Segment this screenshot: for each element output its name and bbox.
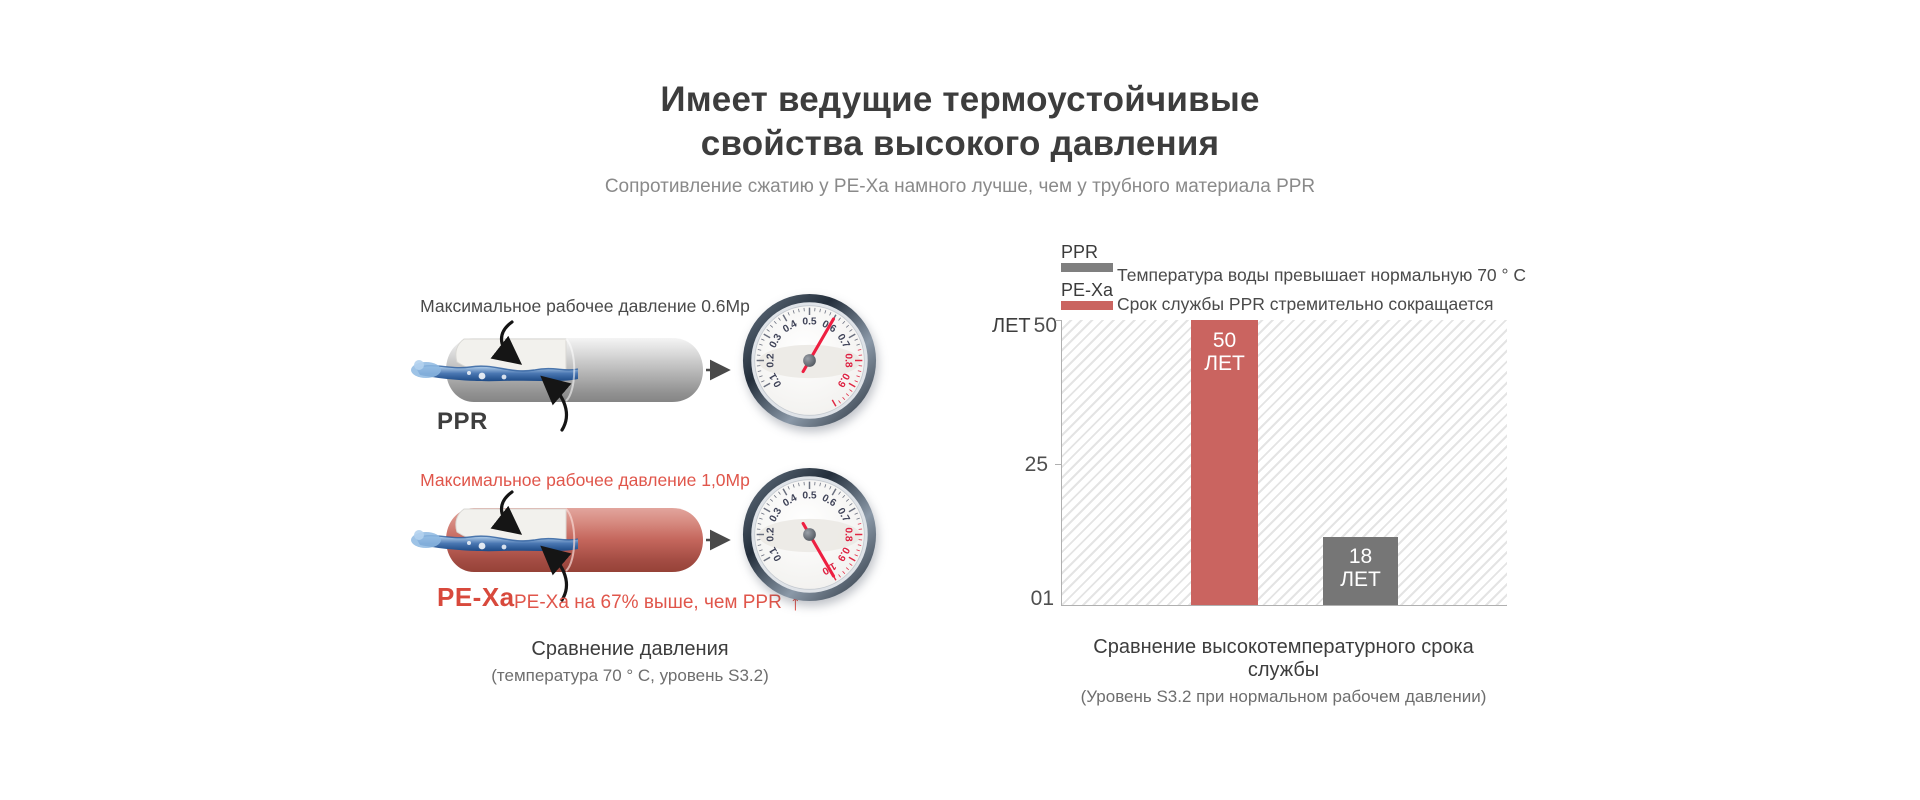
pexa-gauge-icon: 0.10.20.30.40.50.60.70.80.91.0 — [742, 467, 877, 602]
pexa-note: PE-Xa на 67% выше, чем PPR ↑ — [514, 590, 801, 615]
y-tick-25: 25 — [1024, 453, 1048, 476]
y-tickmark — [1055, 320, 1061, 321]
pexa-annotation: Максимальное рабочее давление 1,0Мр — [420, 470, 750, 490]
bar-ppr: 18 ЛЕТ — [1323, 536, 1398, 605]
bar-pexa: 50 ЛЕТ — [1191, 320, 1258, 605]
water-surface-line — [415, 535, 579, 542]
legend-pexa-text: Срок службы PPR стремительно сокращается — [1117, 294, 1494, 314]
y-tick-50: 50 — [1033, 314, 1057, 337]
svg-text:0.2: 0.2 — [765, 527, 776, 542]
legend-pexa-swatch — [1061, 301, 1113, 310]
chart-caption: Сравнение высокотемпературного срока слу… — [1080, 636, 1487, 706]
y-tick-0: 01 — [1030, 587, 1054, 610]
y-axis-top: ЛЕТ 50 — [992, 314, 1057, 338]
title-line-1: Имеет ведущие термоустойчивые — [660, 80, 1260, 119]
svg-text:0.5: 0.5 — [802, 490, 817, 501]
svg-text:0.2: 0.2 — [765, 353, 776, 368]
arrow-top-icon — [490, 320, 523, 365]
arrow-top-icon — [490, 490, 523, 535]
y-axis-label: ЛЕТ — [991, 315, 1031, 337]
up-arrow-icon: ↑ — [789, 590, 801, 615]
legend-ppr-name: PPR — [1061, 242, 1099, 262]
arrow-bottom-icon — [540, 375, 572, 432]
ppr-pipe-illustration — [411, 320, 731, 432]
pexa-pipe-illustration — [411, 490, 731, 602]
ppr-pipe-label: PPR — [437, 408, 488, 435]
svg-text:0.8: 0.8 — [843, 353, 854, 368]
ppr-annotation: Максимальное рабочее давление 0.6Мр — [420, 296, 750, 316]
svg-text:0.5: 0.5 — [802, 316, 817, 327]
bar-chart-plot: 50 ЛЕТ 18 ЛЕТ — [1061, 320, 1507, 606]
page-subtitle: Сопротивление сжатию у PE-Xa намного луч… — [604, 176, 1316, 197]
legend-pexa-name: PE-Xa — [1061, 280, 1114, 300]
water-bubble — [478, 542, 486, 550]
pressure-caption: Сравнение давления (температура 70 ° C, … — [491, 638, 769, 685]
legend-ppr-swatch — [1061, 263, 1113, 272]
water-bubble — [501, 544, 507, 550]
svg-text:0.8: 0.8 — [843, 527, 854, 542]
water-bubble — [467, 371, 471, 375]
title-line-2: свойства высокого давления — [700, 124, 1220, 163]
y-tickmark — [1055, 464, 1061, 465]
water-bubble — [501, 374, 507, 380]
water-surface-line — [415, 365, 579, 372]
water-bubble — [467, 541, 471, 545]
ppr-gauge-icon: 0.10.20.30.40.50.60.70.80.9 — [742, 293, 877, 428]
page-title: Имеет ведущие термоустойчивые свойства в… — [0, 78, 1920, 166]
water-bubble — [478, 372, 486, 380]
legend-ppr-text: Температура воды превышает нормальную 70… — [1117, 265, 1527, 285]
pexa-pipe-label: PE-Xa — [437, 582, 515, 612]
arrow-bottom-icon — [540, 545, 572, 602]
